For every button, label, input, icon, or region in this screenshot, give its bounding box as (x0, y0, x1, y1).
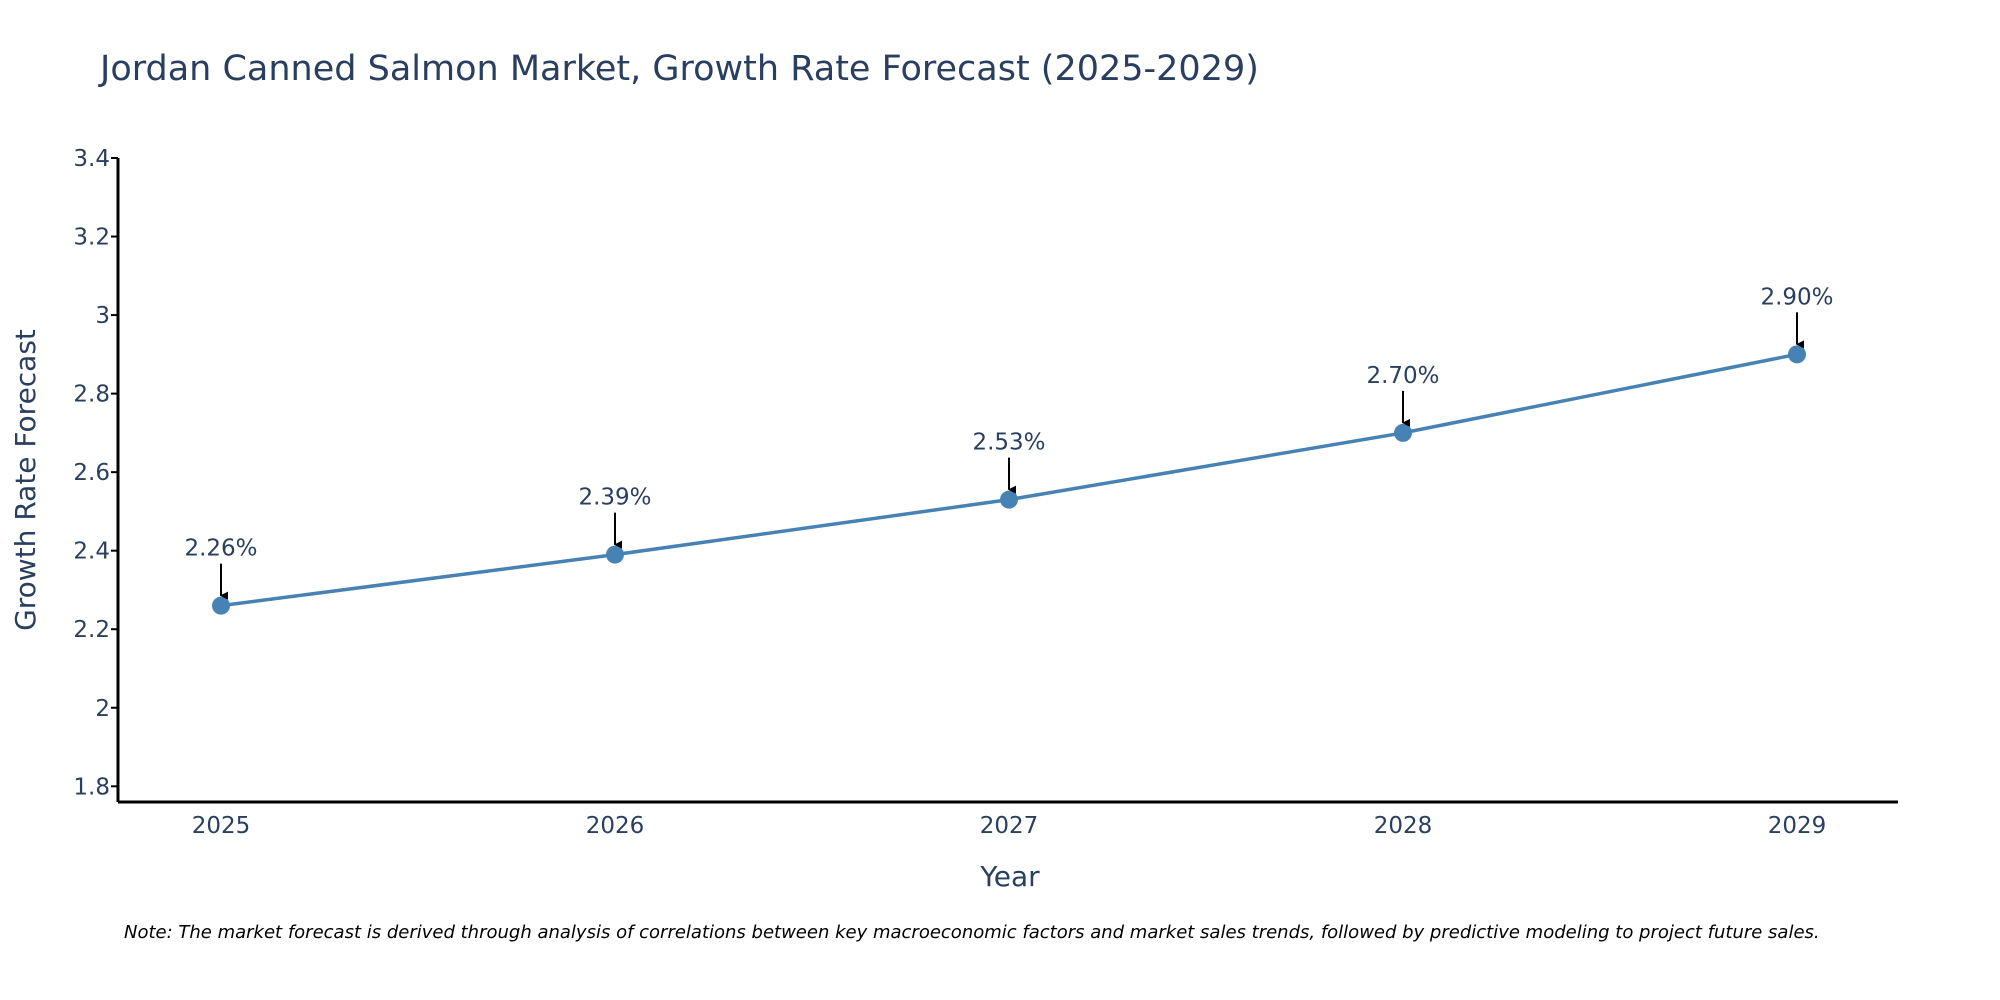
x-tick-label: 2028 (1374, 813, 1433, 839)
y-tick-label: 2.6 (73, 460, 110, 486)
x-tick-labels: 2025 2026 2027 2028 2029 (192, 813, 1827, 839)
chart-title: Jordan Canned Salmon Market, Growth Rate… (98, 49, 1259, 89)
y-tick-label: 3.4 (73, 146, 110, 172)
data-label-2028: 2.70% (1366, 363, 1439, 389)
annotations: 2.26% 2.39% 2.53% 2.70% 2.90% (184, 284, 1834, 600)
data-label-2027: 2.53% (972, 430, 1045, 456)
x-tick-label: 2029 (1768, 813, 1827, 839)
y-tick-label: 2.4 (73, 539, 110, 565)
data-label-2029: 2.90% (1760, 284, 1833, 310)
data-point-2025 (212, 596, 230, 615)
y-tick-label: 1.8 (73, 774, 110, 800)
x-tick-label: 2026 (586, 813, 645, 839)
y-tick-label: 2.8 (73, 382, 110, 408)
x-tick-label: 2027 (980, 813, 1039, 839)
data-label-2025: 2.26% (184, 536, 257, 562)
axes (116, 158, 1898, 804)
y-axis-title: Growth Rate Forecast (9, 329, 42, 631)
data-point-2027 (1000, 490, 1018, 509)
data-point-2029 (1788, 345, 1806, 364)
data-point-2028 (1394, 423, 1412, 442)
y-tick-label: 2.2 (73, 617, 110, 643)
y-tick-labels: 1.8 2 2.2 2.4 2.6 2.8 3 3.2 3.4 (73, 146, 118, 800)
x-tick-label: 2025 (192, 813, 251, 839)
series (212, 345, 1806, 615)
data-point-2026 (606, 545, 624, 564)
y-tick-label: 3 (95, 303, 110, 329)
chart-note: Note: The market forecast is derived thr… (124, 922, 1820, 943)
y-tick-label: 3.2 (73, 225, 110, 251)
data-label-2026: 2.39% (578, 485, 651, 511)
y-tick-label: 2 (95, 696, 110, 722)
x-axis-title: Year (979, 860, 1040, 893)
